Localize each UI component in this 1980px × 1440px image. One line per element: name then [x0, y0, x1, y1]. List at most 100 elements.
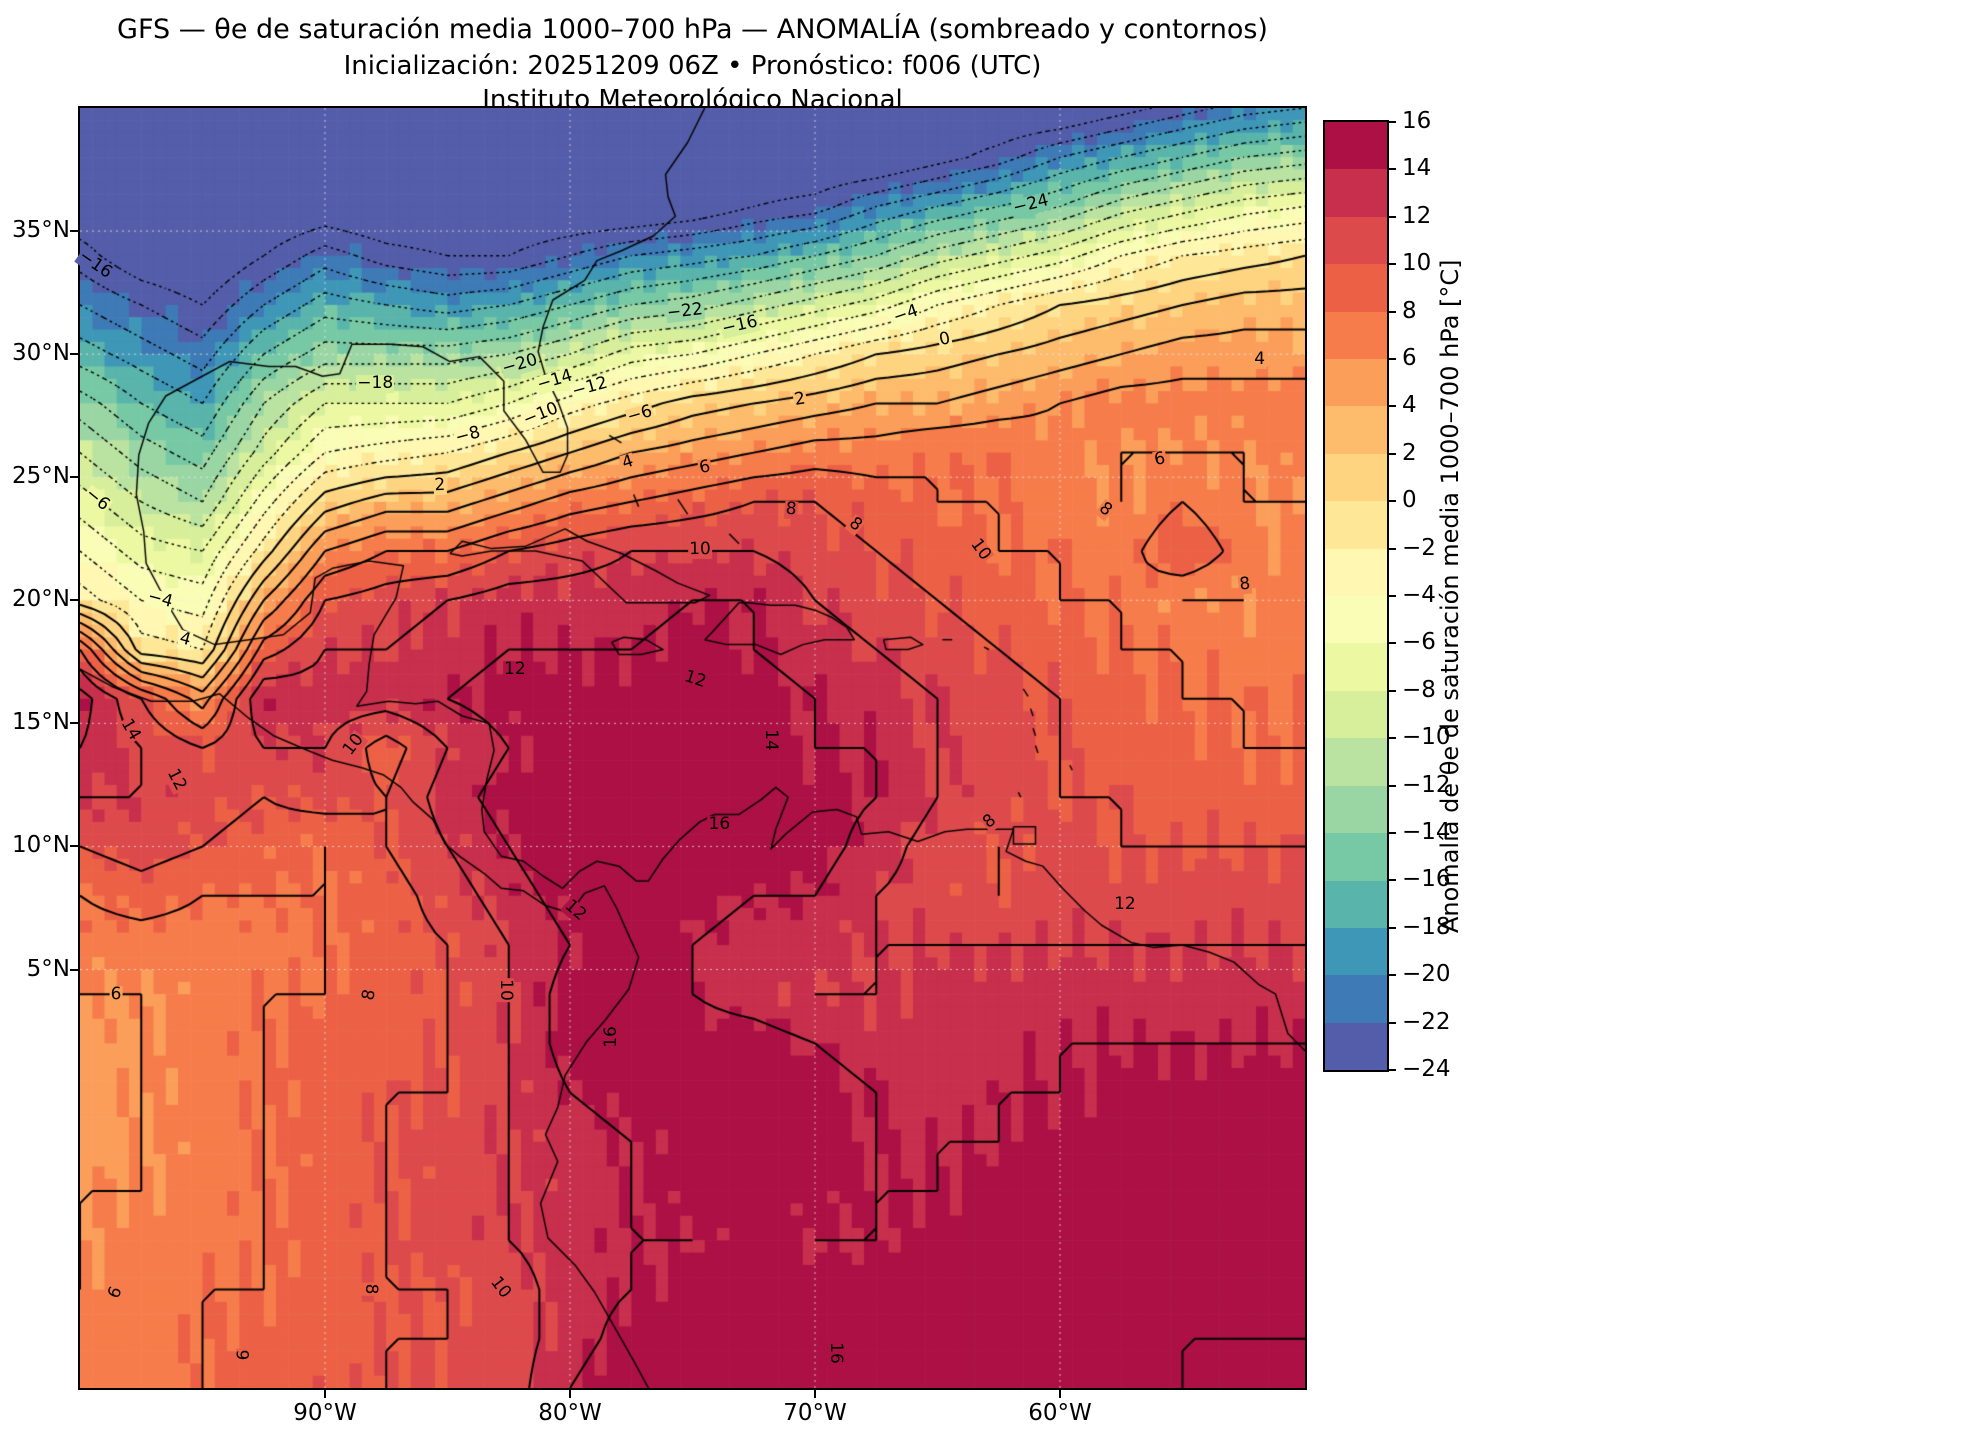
y-tick-label: 20°N: [12, 586, 70, 613]
colorbar-tick-label: −8: [1402, 676, 1436, 703]
y-tick-label: 5°N: [26, 955, 70, 982]
colorbar-band: [1325, 1022, 1387, 1071]
colorbar-band: [1325, 690, 1387, 739]
chart-subtitle: Inicialización: 20251209 06Z • Pronóstic…: [343, 51, 1042, 81]
contour-label: 10: [495, 978, 516, 1002]
contour-label: 12: [1113, 894, 1137, 915]
contour-label: 12: [503, 658, 527, 679]
contour-label: 8: [361, 1283, 382, 1296]
contour-label: 2: [433, 474, 448, 495]
colorbar-tick-label: 16: [1402, 108, 1432, 134]
y-tick-label: 10°N: [12, 832, 70, 859]
contour-label: 10: [687, 538, 712, 559]
y-tick-label: 30°N: [12, 340, 70, 367]
y-tick-mark: [70, 599, 78, 602]
contour-label: 14: [760, 728, 781, 753]
colorbar-tick-label: −6: [1402, 629, 1436, 656]
colorbar-tick-label: −16: [1402, 866, 1451, 893]
colorbar-tick-mark: [1389, 263, 1396, 266]
colorbar-tick-label: 14: [1402, 155, 1432, 182]
colorbar-tick-mark: [1389, 121, 1396, 123]
colorbar-tick-label: 6: [1402, 345, 1417, 371]
x-tick-mark: [569, 1390, 571, 1398]
colorbar-tick-label: −22: [1402, 1008, 1451, 1035]
colorbar-tick-label: 10: [1402, 250, 1432, 277]
colorbar-band: [1325, 548, 1387, 597]
y-tick-mark: [70, 353, 78, 356]
colorbar-band: [1325, 311, 1387, 360]
colorbar-tick-mark: [1389, 832, 1396, 834]
colorbar-tick-mark: [1389, 215, 1396, 218]
colorbar-band: [1325, 122, 1387, 170]
y-tick-label: 15°N: [12, 709, 70, 736]
colorbar-tick-mark: [1389, 500, 1396, 503]
colorbar-tick-mark: [1389, 1021, 1396, 1024]
contour-label: 16: [600, 1025, 621, 1050]
chart-title: GFS — θe de saturación media 1000–700 hP…: [117, 14, 1268, 45]
colorbar-tick-mark: [1389, 547, 1396, 550]
colorbar-tick-label: 2: [1402, 439, 1417, 466]
colorbar-tick-mark: [1389, 1069, 1396, 1071]
y-tick-mark: [70, 476, 78, 479]
y-tick-mark: [70, 722, 78, 725]
colorbar-tick-label: 4: [1402, 392, 1417, 419]
x-tick-mark: [324, 1390, 326, 1398]
colorbar-band: [1325, 833, 1387, 881]
colorbar-tick-mark: [1389, 737, 1396, 740]
colorbar-tick-mark: [1389, 689, 1396, 692]
y-tick-mark: [70, 968, 78, 971]
colorbar-band: [1325, 264, 1387, 312]
colorbar-band: [1325, 596, 1387, 644]
contour-label: −22: [665, 298, 705, 323]
x-tick-label: 90°W: [293, 1400, 357, 1426]
y-tick-mark: [70, 230, 78, 233]
colorbar-tick-mark: [1389, 452, 1396, 455]
contour-label: 8: [1237, 574, 1253, 596]
colorbar-band: [1325, 453, 1387, 502]
colorbar-tick-label: −4: [1402, 582, 1436, 608]
contour-label: 16: [825, 1341, 846, 1366]
x-tick-label: 80°W: [538, 1400, 602, 1426]
x-tick-label: 70°W: [783, 1400, 847, 1426]
colorbar-tick-mark: [1389, 879, 1396, 882]
colorbar-tick-label: −10: [1402, 724, 1451, 751]
x-tick-mark: [814, 1390, 816, 1398]
anomaly-map-canvas: [80, 108, 1305, 1388]
colorbar-tick-mark: [1389, 405, 1396, 408]
colorbar-tick-label: 8: [1402, 297, 1417, 324]
y-tick-label: 25°N: [12, 463, 70, 490]
colorbar-band: [1325, 216, 1387, 265]
colorbar-tick-label: −18: [1402, 913, 1451, 940]
colorbar-tick-label: 0: [1402, 487, 1417, 514]
colorbar: [1323, 120, 1389, 1072]
colorbar-tick-mark: [1389, 310, 1396, 313]
contour-label: 16: [707, 813, 732, 834]
x-tick-label: 60°W: [1028, 1400, 1092, 1426]
contour-label: 6: [234, 1348, 255, 1362]
contour-label: 4: [1253, 349, 1267, 370]
colorbar-band: [1325, 643, 1387, 691]
colorbar-band: [1325, 927, 1387, 976]
colorbar-tick-mark: [1389, 642, 1396, 645]
colorbar-tick-mark: [1389, 358, 1396, 360]
colorbar-band: [1325, 738, 1387, 786]
colorbar-tick-label: −24: [1402, 1056, 1451, 1082]
colorbar-tick-mark: [1389, 784, 1396, 787]
colorbar-tick-label: −14: [1402, 819, 1451, 845]
colorbar-tick-label: −20: [1402, 961, 1451, 988]
colorbar-band: [1325, 785, 1387, 834]
map-plot: −16 −18 −20 −22 −24 −16 −14 −12 −10 −8 −6 −6 −4 −4 0 2 2…: [74, 106, 1307, 1390]
colorbar-tick-label: 12: [1402, 202, 1432, 229]
colorbar-band: [1325, 169, 1387, 217]
y-tick-label: 35°N: [12, 217, 70, 244]
colorbar-tick-mark: [1389, 974, 1396, 977]
y-tick-mark: [70, 845, 78, 848]
colorbar-tick-label: −12: [1402, 771, 1451, 798]
colorbar-band: [1325, 975, 1387, 1023]
contour-label: 6: [108, 983, 123, 1005]
colorbar-tick-mark: [1389, 926, 1396, 929]
colorbar-band: [1325, 501, 1387, 549]
x-tick-mark: [1059, 1390, 1061, 1398]
colorbar-band: [1325, 880, 1387, 928]
colorbar-tick-mark: [1389, 595, 1396, 597]
